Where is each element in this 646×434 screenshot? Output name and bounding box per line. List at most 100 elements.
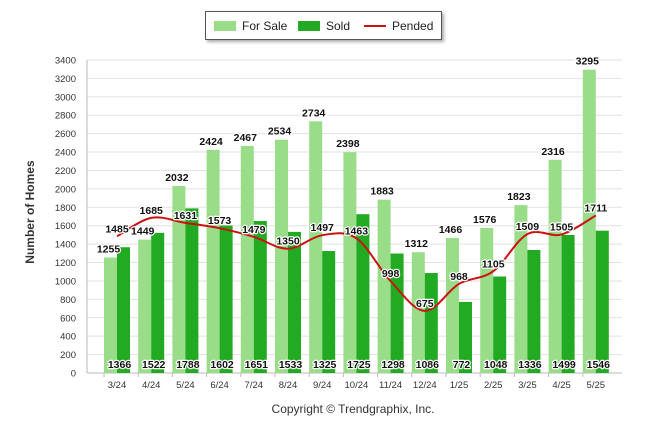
x-tick-label: 6/24: [210, 380, 229, 391]
label-sold: 1499: [552, 359, 576, 371]
label-pended: 1573: [208, 215, 232, 227]
bar-for-sale: [138, 239, 152, 373]
bar-sold: [322, 251, 336, 373]
y-tick-label: 1000: [55, 276, 76, 287]
label-for-sale: 1823: [507, 191, 531, 203]
label-pended: 1485: [105, 223, 129, 235]
y-tick-label: 2200: [55, 166, 76, 177]
y-tick-label: 0: [71, 369, 76, 380]
bar-sold: [117, 247, 130, 373]
x-tick-label: 4/24: [142, 380, 161, 391]
bar-sold: [527, 250, 541, 373]
bar-sold: [493, 276, 507, 373]
pended-series-line: [116, 214, 597, 312]
label-sold: 1086: [416, 359, 440, 371]
label-sold: 1048: [484, 359, 508, 371]
label-pended: 1509: [516, 221, 540, 233]
x-tick-label: 9/24: [313, 380, 332, 391]
label-for-sale: 2734: [302, 107, 326, 119]
label-for-sale: 1312: [405, 238, 429, 250]
bar-for-sale: [240, 145, 254, 373]
data-labels: 1255 1366 1485 1449 1522 1685 2032 1788 1631 2424…: [96, 54, 612, 372]
label-for-sale: 1449: [131, 226, 155, 238]
label-sold: 1725: [347, 359, 371, 371]
y-tick-label: 600: [60, 313, 76, 324]
bar-for-sale: [172, 185, 186, 373]
y-tick-label: 2800: [55, 111, 76, 122]
bar-for-sale: [377, 199, 391, 373]
bar-for-sale: [275, 139, 288, 373]
label-for-sale: 1883: [370, 186, 394, 198]
y-tick-label: 3200: [55, 74, 76, 85]
bar-sold: [595, 230, 609, 373]
y-tick-label: 400: [60, 332, 76, 343]
label-pended: 675: [416, 298, 434, 310]
legend-label-pended: Pended: [392, 19, 434, 33]
label-pended: 998: [382, 268, 400, 280]
label-pended: 1711: [584, 202, 607, 214]
label-for-sale: 2316: [541, 146, 565, 158]
x-tick-label: 4/25: [552, 380, 571, 391]
bar-for-sale: [514, 205, 528, 373]
bar-for-sale: [309, 121, 323, 373]
pended-line: [116, 214, 597, 312]
bar-sold: [253, 221, 267, 373]
label-sold: 1602: [210, 359, 234, 371]
copyright: Copyright © Trendgraphix, Inc.: [271, 402, 435, 416]
label-pended: 1479: [242, 224, 266, 236]
label-sold: 1366: [108, 359, 132, 371]
label-sold: 1788: [176, 359, 200, 371]
x-tick-label: 5/24: [176, 380, 195, 391]
y-tick-label: 2600: [55, 129, 76, 140]
bar-sold: [424, 273, 438, 373]
bar-sold: [288, 231, 301, 373]
sold-swatch: [298, 21, 320, 31]
y-tick-label: 800: [60, 295, 76, 306]
y-tick-label: 3400: [55, 56, 76, 67]
x-tick-label: 1/25: [450, 380, 469, 391]
bar-for-sale: [582, 69, 596, 374]
x-tick-label: 3/25: [518, 380, 537, 391]
label-pended: 1497: [311, 222, 335, 234]
y-axis-label: Number of Homes: [23, 160, 37, 264]
bar-sold: [219, 225, 233, 373]
label-pended: 1105: [482, 258, 505, 270]
bar-for-sale: [480, 227, 494, 373]
y-tick-label: 2000: [55, 184, 76, 195]
label-sold: 1325: [313, 359, 337, 371]
label-sold: 1336: [518, 359, 542, 371]
bar-for-sale: [411, 252, 425, 373]
y-tick-label: 1400: [55, 240, 76, 251]
x-tick-label: 12/24: [413, 380, 437, 391]
bar-for-sale: [548, 159, 562, 373]
bar-sold: [561, 235, 575, 373]
bar-sold: [185, 208, 199, 373]
bar-sold: [151, 232, 165, 373]
legend: For Sale Sold Pended: [205, 11, 442, 40]
label-sold: 1298: [381, 359, 405, 371]
label-sold: 1651: [245, 359, 269, 371]
label-for-sale: 2032: [165, 172, 189, 184]
label-pended: 1350: [276, 236, 300, 248]
label-for-sale: 2424: [199, 136, 223, 148]
label-sold: 1546: [587, 359, 611, 371]
bar-for-sale: [343, 152, 357, 373]
bar-for-sale: [446, 238, 459, 373]
x-tick-label: 8/24: [279, 380, 298, 391]
label-for-sale: 1576: [473, 214, 497, 226]
x-tick-label: 3/24: [108, 380, 127, 391]
bars: [104, 69, 609, 374]
pended-swatch: [364, 25, 386, 27]
y-tick-label: 200: [60, 350, 76, 361]
label-sold: 1533: [279, 359, 303, 371]
label-for-sale: 2398: [336, 138, 360, 150]
label-for-sale: 2534: [268, 126, 292, 138]
label-for-sale: 1255: [97, 243, 121, 255]
x-tick-label: 5/25: [587, 380, 606, 391]
x-tick-label: 2/25: [484, 380, 503, 391]
label-for-sale: 1466: [439, 224, 463, 236]
y-tick-label: 1600: [55, 221, 76, 232]
label-pended: 1631: [174, 210, 198, 222]
x-tick-label: 11/24: [379, 380, 402, 391]
